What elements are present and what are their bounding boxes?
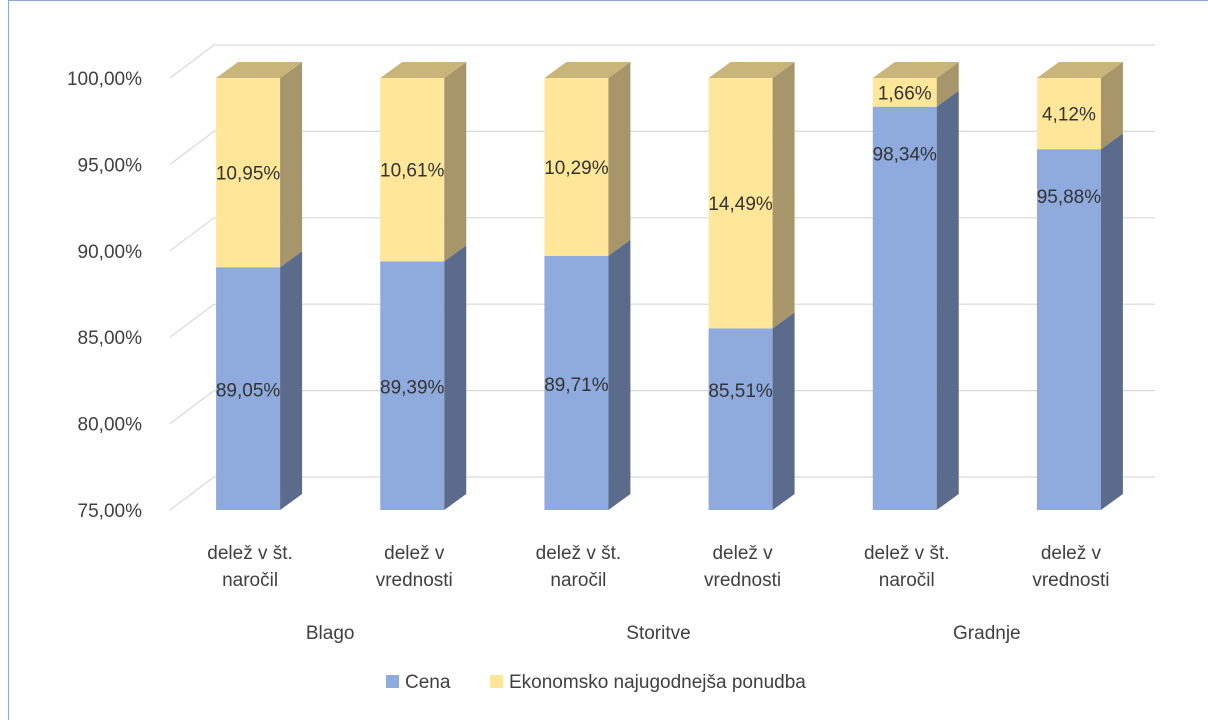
- bar-ekonomsko: [544, 78, 609, 256]
- bar-ekonomsko: [216, 78, 281, 268]
- bar-cena-side: [772, 312, 795, 510]
- data-label-ekonomsko: 14,49%: [708, 194, 773, 215]
- category-label: naročil: [879, 570, 935, 591]
- bar-cena: [380, 261, 445, 510]
- category-label: vrednosti: [704, 570, 781, 591]
- category-label: naročil: [550, 570, 606, 591]
- data-label-cena: 98,34%: [873, 145, 938, 166]
- bar-ekonomsko-side: [444, 62, 467, 262]
- bar-ekonomsko: [872, 78, 937, 107]
- gridline-diagonal: [169, 390, 215, 425]
- data-label-ekonomsko: 1,66%: [878, 83, 932, 104]
- category-label: naročil: [222, 570, 278, 591]
- bar-cena: [216, 267, 281, 510]
- gridline-diagonal: [169, 217, 215, 252]
- data-label-cena: 95,88%: [1037, 187, 1102, 208]
- group-label: Blago: [306, 623, 355, 644]
- bar-ekonomsko-side: [936, 62, 959, 107]
- bar-cena-side: [608, 239, 631, 510]
- legend-swatch-ekonomsko: [490, 675, 503, 688]
- data-label-ekonomsko: 10,29%: [544, 158, 609, 179]
- bar-top: [380, 62, 467, 78]
- gridline-diagonal: [169, 130, 215, 165]
- data-label-cena: 89,05%: [216, 381, 281, 402]
- y-tick-label: 90,00%: [78, 242, 143, 263]
- category-label: delež v št.: [207, 543, 293, 564]
- legend-swatch-cena: [386, 675, 399, 688]
- category-label: delež v št.: [864, 543, 950, 564]
- chart-frame: [8, 0, 1208, 720]
- bar-cena-side: [936, 90, 959, 510]
- y-tick-label: 75,00%: [78, 501, 143, 522]
- category-label: delež v: [384, 543, 445, 564]
- bar-cena-side: [444, 245, 467, 510]
- data-label-ekonomsko: 4,12%: [1042, 105, 1096, 126]
- bar-top: [708, 62, 795, 78]
- data-label-ekonomsko: 10,95%: [216, 164, 281, 185]
- category-label: vrednosti: [376, 570, 453, 591]
- gridline-diagonal: [169, 303, 215, 338]
- bar-cena: [544, 255, 609, 510]
- bar-cena-side: [280, 251, 303, 510]
- y-tick-label: 95,00%: [78, 155, 143, 176]
- y-tick-label: 100,00%: [67, 69, 142, 90]
- bar-cena-side: [1100, 133, 1123, 510]
- y-tick-label: 80,00%: [78, 415, 143, 436]
- legend-label-cena: Cena: [405, 672, 451, 693]
- bar-ekonomsko-side: [280, 62, 303, 268]
- category-label: delež v: [712, 543, 773, 564]
- category-label: delež v št.: [536, 543, 622, 564]
- bar-top: [544, 62, 631, 78]
- gridline-diagonal: [169, 476, 215, 511]
- data-label-cena: 85,51%: [708, 381, 773, 402]
- category-label: vrednosti: [1032, 570, 1109, 591]
- legend-label-ekonomsko: Ekonomsko najugodnejša ponudba: [509, 672, 806, 693]
- bar-cena: [872, 106, 937, 510]
- bar-ekonomsko-side: [608, 62, 631, 256]
- gridline-diagonal: [169, 44, 215, 79]
- bar-cena: [1036, 149, 1101, 510]
- bar-top: [216, 62, 303, 78]
- bar-cena: [708, 328, 773, 510]
- category-label: delež v: [1041, 543, 1102, 564]
- bar-ekonomsko-side: [1100, 62, 1123, 150]
- bar-ekonomsko: [380, 78, 445, 262]
- bar-ekonomsko: [1036, 78, 1101, 150]
- bar-top: [872, 62, 959, 78]
- group-label: Storitve: [626, 623, 690, 644]
- data-label-ekonomsko: 10,61%: [380, 161, 445, 182]
- bar-ekonomsko: [708, 78, 773, 329]
- data-label-cena: 89,39%: [380, 378, 445, 399]
- bar-ekonomsko-side: [772, 62, 795, 329]
- data-label-cena: 89,71%: [544, 375, 609, 396]
- bar-top: [1036, 62, 1123, 78]
- group-label: Gradnje: [953, 623, 1021, 644]
- y-tick-label: 85,00%: [78, 328, 143, 349]
